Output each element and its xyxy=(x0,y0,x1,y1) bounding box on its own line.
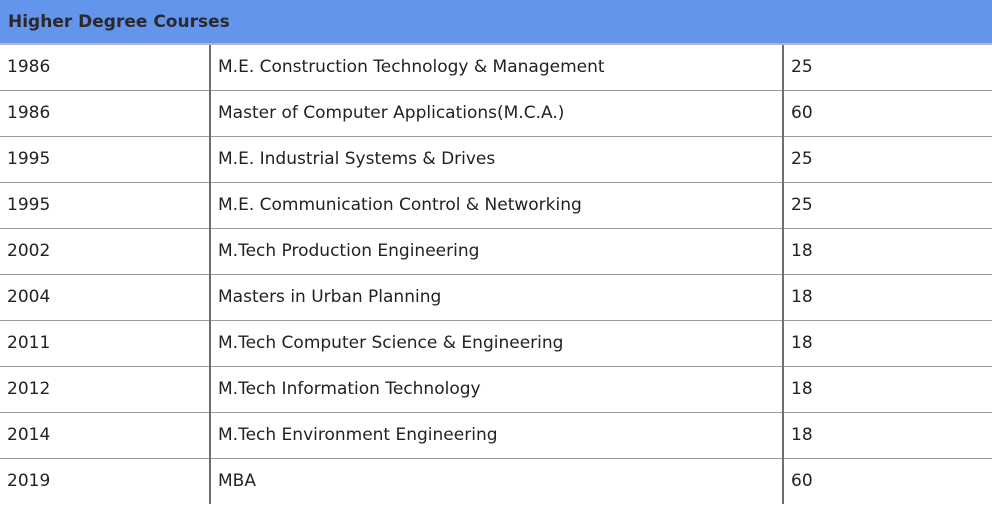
year-cell: 2004 xyxy=(0,274,211,321)
course-cell: M.E. Industrial Systems & Drives xyxy=(210,136,783,183)
year-cell: 1986 xyxy=(0,90,211,137)
table-row: 2012 M.Tech Information Technology 18 xyxy=(0,366,992,413)
table-row: 2011 M.Tech Computer Science & Engineeri… xyxy=(0,320,992,367)
table-row: 2002 M.Tech Production Engineering 18 xyxy=(0,228,992,275)
course-cell: M.E. Construction Technology & Managemen… xyxy=(210,44,783,91)
table-row: 2019 MBA 60 xyxy=(0,458,992,504)
year-cell: 1986 xyxy=(0,44,211,91)
course-cell: MBA xyxy=(218,471,256,492)
seats-cell: 18 xyxy=(782,412,992,459)
course-cell: M.Tech Environment Engineering xyxy=(210,412,783,459)
table-row: 2014 M.Tech Environment Engineering 18 xyxy=(0,412,992,459)
seats-cell: 25 xyxy=(782,182,992,229)
table-row: 1995 M.E. Industrial Systems & Drives 25 xyxy=(0,136,992,183)
year-cell: 2019 xyxy=(0,458,211,504)
course-cell: Masters in Urban Planning xyxy=(210,274,783,321)
table-row: 2004 Masters in Urban Planning 18 xyxy=(0,274,992,321)
year-cell: 2012 xyxy=(0,366,211,413)
course-cell: M.Tech Production Engineering xyxy=(210,228,783,275)
seats-cell: 25 xyxy=(782,136,992,183)
table-row: 1986 Master of Computer Applications(M.C… xyxy=(0,90,992,137)
table-row: 1995 M.E. Communication Control & Networ… xyxy=(0,182,992,229)
course-cell: M.Tech Information Technology xyxy=(210,366,783,413)
seats-cell: 18 xyxy=(782,228,992,275)
year-cell: 2002 xyxy=(0,228,211,275)
seats-cell: 18 xyxy=(782,274,992,321)
table-row: 1986 M.E. Construction Technology & Mana… xyxy=(0,44,992,91)
course-cell: Master of Computer Applications(M.C.A.) xyxy=(210,90,783,137)
seats-cell: 60 xyxy=(782,458,992,504)
year-cell: 2014 xyxy=(0,412,211,459)
seats-cell: 60 xyxy=(782,90,992,137)
table-title: Higher Degree Courses xyxy=(0,0,992,45)
seats-cell: 18 xyxy=(782,320,992,367)
year-cell: 1995 xyxy=(0,136,211,183)
course-cell: M.E. Communication Control & Networking xyxy=(210,182,783,229)
seats-cell: 25 xyxy=(782,44,992,91)
seats-cell: 18 xyxy=(782,366,992,413)
table-header-row: Higher Degree Courses xyxy=(0,0,992,45)
table-body: 1986 M.E. Construction Technology & Mana… xyxy=(0,44,992,504)
year-cell: 1995 xyxy=(0,182,211,229)
year-cell: 2011 xyxy=(0,320,211,367)
course-cell: M.Tech Computer Science & Engineering xyxy=(210,320,783,367)
